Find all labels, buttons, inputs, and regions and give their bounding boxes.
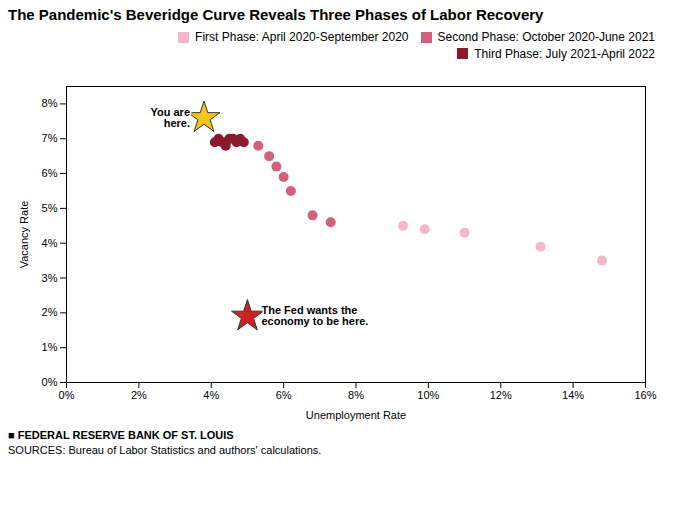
- svg-text:4%: 4%: [203, 389, 219, 401]
- svg-text:4%: 4%: [42, 237, 58, 249]
- svg-text:0%: 0%: [59, 389, 75, 401]
- svg-text:8%: 8%: [42, 97, 58, 109]
- svg-text:16%: 16%: [634, 389, 656, 401]
- svg-text:5%: 5%: [42, 202, 58, 214]
- svg-text:6%: 6%: [42, 167, 58, 179]
- svg-text:You arehere.: You arehere.: [150, 106, 190, 129]
- html-text:Third Phase: July 2021-April 2: Third Phase: July 2021-April 2022: [474, 46, 655, 61]
- html-text:■ FEDERAL RESERVE BANK OF ST.: ■ FEDERAL RESERVE BANK OF ST. LOUIS: [8, 429, 234, 441]
- html-text:The Pandemic's Beveridge Curve: The Pandemic's Beveridge Curve Reveals T…: [8, 6, 544, 23]
- svg-text:2%: 2%: [131, 389, 147, 401]
- svg-text:10%: 10%: [417, 389, 439, 401]
- svg-text:6%: 6%: [276, 389, 292, 401]
- svg-text:12%: 12%: [490, 389, 512, 401]
- svg-text:Vacancy Rate: Vacancy Rate: [18, 201, 30, 269]
- svg-text:14%: 14%: [562, 389, 584, 401]
- html-text:SOURCES: Bureau of Labor Stati: SOURCES: Bureau of Labor Statistics and …: [8, 444, 322, 457]
- svg-text:3%: 3%: [42, 272, 58, 284]
- svg-text:8%: 8%: [348, 389, 364, 401]
- svg-text:1%: 1%: [42, 341, 58, 353]
- svg-text:0%: 0%: [42, 376, 58, 388]
- svg-text:The Fed wants theeconomy to be: The Fed wants theeconomy to be here.: [261, 304, 368, 327]
- html-text:Second Phase: October 2020-Jun: Second Phase: October 2020-June 2021: [437, 30, 655, 45]
- html-text:First Phase: April 2020-Septem: First Phase: April 2020-September 2020: [195, 30, 409, 45]
- svg-text:2%: 2%: [42, 306, 58, 318]
- svg-text:Unemployment Rate: Unemployment Rate: [306, 409, 406, 421]
- svg-text:7%: 7%: [42, 132, 58, 144]
